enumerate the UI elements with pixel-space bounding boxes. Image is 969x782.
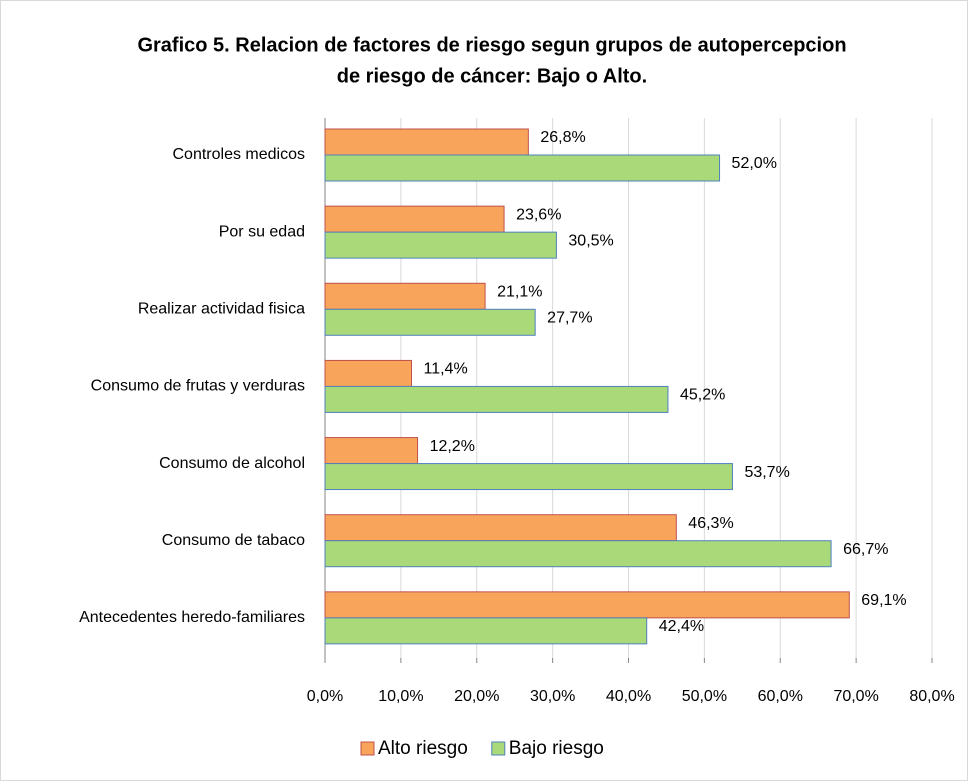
bar bbox=[324, 205, 505, 233]
data-label: 66,7% bbox=[843, 541, 888, 558]
y-tick-label: Consumo de alcohol bbox=[159, 455, 305, 472]
data-label: 26,8% bbox=[540, 129, 585, 146]
chart-title: de riesgo de cáncer: Bajo o Alto. bbox=[337, 65, 647, 87]
bar bbox=[324, 154, 721, 182]
data-label: 52,0% bbox=[732, 155, 777, 172]
data-label: 30,5% bbox=[568, 232, 613, 249]
bar bbox=[324, 231, 557, 259]
data-label: 53,7% bbox=[744, 464, 789, 481]
y-tick-label: Consumo de frutas y verduras bbox=[91, 378, 305, 395]
data-label: 69,1% bbox=[861, 592, 906, 609]
x-tick-label: 60,0% bbox=[758, 688, 803, 705]
bar bbox=[324, 282, 486, 310]
data-label: 11,4% bbox=[423, 361, 467, 378]
x-tick-label: 50,0% bbox=[682, 688, 727, 705]
legend-label: Alto riesgo bbox=[378, 738, 468, 759]
bar bbox=[324, 437, 419, 465]
x-tick-label: 80,0% bbox=[909, 688, 954, 705]
data-label: 12,2% bbox=[430, 438, 475, 455]
data-label: 23,6% bbox=[516, 206, 561, 223]
data-label: 21,1% bbox=[497, 284, 542, 301]
bar bbox=[324, 540, 832, 568]
bar bbox=[324, 308, 536, 336]
bar bbox=[324, 591, 850, 619]
y-tick-label: Controles medicos bbox=[173, 146, 306, 163]
bar bbox=[324, 463, 733, 491]
data-label: 45,2% bbox=[680, 387, 725, 404]
x-tick-label: 20,0% bbox=[454, 688, 499, 705]
x-tick-label: 30,0% bbox=[530, 688, 575, 705]
legend-swatch bbox=[491, 741, 506, 756]
y-tick-label: Antecedentes heredo-familiares bbox=[79, 609, 305, 626]
x-tick-label: 40,0% bbox=[606, 688, 651, 705]
bar bbox=[324, 128, 529, 156]
y-tick-label: Realizar actividad fisica bbox=[138, 301, 305, 318]
data-label: 27,7% bbox=[547, 310, 592, 327]
x-tick-label: 10,0% bbox=[378, 688, 423, 705]
y-tick-label: Por su edad bbox=[219, 223, 305, 240]
legend-swatch bbox=[360, 741, 375, 756]
bar bbox=[324, 514, 677, 542]
x-tick-label: 0,0% bbox=[307, 688, 343, 705]
bar bbox=[324, 617, 648, 645]
y-tick-label: Consumo de tabaco bbox=[162, 532, 305, 549]
x-tick-label: 70,0% bbox=[833, 688, 878, 705]
chart-title: Grafico 5. Relacion de factores de riesg… bbox=[137, 34, 846, 56]
data-label: 42,4% bbox=[659, 618, 704, 635]
data-label: 46,3% bbox=[688, 515, 733, 532]
legend-label: Bajo riesgo bbox=[509, 738, 604, 759]
bar bbox=[324, 385, 669, 413]
bar bbox=[324, 359, 412, 387]
